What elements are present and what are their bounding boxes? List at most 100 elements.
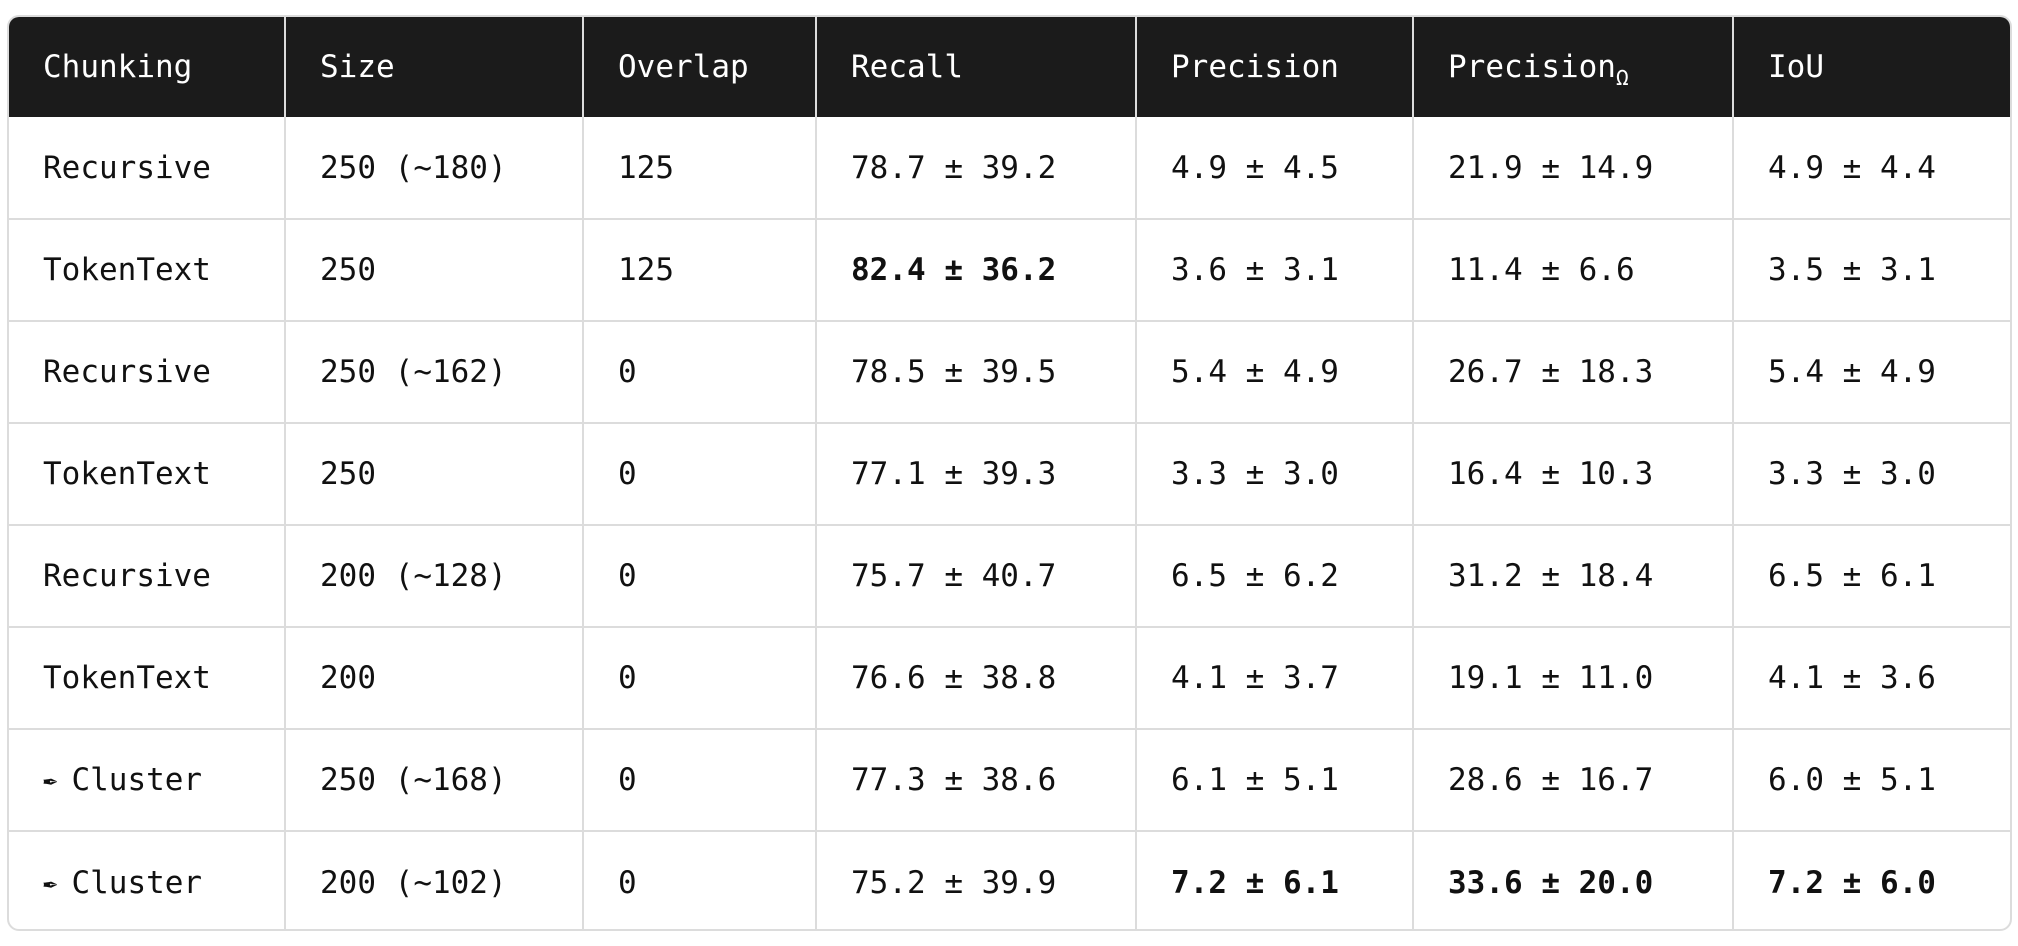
cell-recall-text: 75.7 ± 40.7 xyxy=(851,558,1057,594)
cell-precision-omega: 31.2 ± 18.4 xyxy=(1413,524,1734,627)
cell-size: 250 (~180) xyxy=(285,117,584,219)
cell-recall-text: 82.4 ± 36.2 xyxy=(851,252,1057,288)
table-row: TokenText 250 0 77.1 ± 39.3 3.3 ± 3.0 16.4 ± … xyxy=(9,422,2010,525)
header-chunking: Chunking xyxy=(9,17,286,117)
cell-precision-omega-text: 21.9 ± 14.9 xyxy=(1448,149,1654,186)
cell-chunking-text: TokenText xyxy=(43,456,211,492)
cell-chunking-text: TokenText xyxy=(43,252,211,288)
cell-overlap: 0 xyxy=(583,320,817,423)
cell-precision: 4.9 ± 4.5 xyxy=(1136,117,1414,219)
cell-chunking: Recursive xyxy=(9,320,286,423)
cell-overlap-text: 0 xyxy=(618,354,637,390)
cell-precision-text: 5.4 ± 4.9 xyxy=(1171,354,1339,390)
cell-precision: 3.3 ± 3.0 xyxy=(1136,422,1414,525)
cell-overlap-text: 0 xyxy=(618,456,637,492)
cell-chunking-text: Recursive xyxy=(43,354,211,390)
cell-size: 250 xyxy=(285,422,584,525)
cell-chunking-text: Cluster xyxy=(71,762,203,798)
cell-precision-omega: 33.6 ± 20.0 xyxy=(1413,830,1734,929)
cell-recall-text: 75.2 ± 39.9 xyxy=(851,864,1057,901)
cell-iou-text: 3.3 ± 3.0 xyxy=(1768,456,1936,492)
cell-overlap-text: 0 xyxy=(618,864,637,901)
cell-precision-omega: 21.9 ± 14.9 xyxy=(1413,117,1734,219)
cell-size-text: 250 xyxy=(320,252,376,288)
results-table-container: Chunking Size Overlap Recall Precision P… xyxy=(7,15,2012,931)
cell-precision: 4.1 ± 3.7 xyxy=(1136,626,1414,729)
header-precision-omega: PrecisionΩ xyxy=(1413,17,1734,117)
cell-recall: 78.7 ± 39.2 xyxy=(816,117,1137,219)
cell-precision-omega-text: 26.7 ± 18.3 xyxy=(1448,354,1654,390)
cell-precision: 7.2 ± 6.1 xyxy=(1136,830,1414,929)
cell-chunking: Recursive xyxy=(9,117,286,219)
cell-iou: 3.5 ± 3.1 xyxy=(1733,218,2010,321)
omega-subscript: Ω xyxy=(1615,66,1629,90)
cell-iou: 7.2 ± 6.0 xyxy=(1733,830,2010,929)
cell-size-text: 250 (~168) xyxy=(320,762,507,798)
cell-size-text: 250 (~180) xyxy=(320,149,507,186)
cell-iou-text: 4.9 ± 4.4 xyxy=(1768,149,1936,186)
cell-precision-omega: 16.4 ± 10.3 xyxy=(1413,422,1734,525)
cell-size-text: 250 (~162) xyxy=(320,354,507,390)
cell-recall-text: 77.1 ± 39.3 xyxy=(851,456,1057,492)
cell-precision-text: 3.3 ± 3.0 xyxy=(1171,456,1339,492)
cell-overlap-text: 0 xyxy=(618,660,637,696)
cell-overlap: 0 xyxy=(583,626,817,729)
cell-chunking: Recursive xyxy=(9,524,286,627)
cell-size-text: 200 xyxy=(320,660,376,696)
cell-recall-text: 77.3 ± 38.6 xyxy=(851,762,1057,798)
cell-size: 200 xyxy=(285,626,584,729)
table-body: Recursive 250 (~180) 125 78.7 ± 39.2 4.9 ± 4… xyxy=(9,117,2010,929)
cell-recall: 78.5 ± 39.5 xyxy=(816,320,1137,423)
cell-size: 250 (~162) xyxy=(285,320,584,423)
cell-overlap: 125 xyxy=(583,117,817,219)
cell-overlap-text: 125 xyxy=(618,149,674,186)
cell-precision-omega-text: 11.4 ± 6.6 xyxy=(1448,252,1635,288)
cell-iou-text: 6.5 ± 6.1 xyxy=(1768,558,1936,594)
cell-precision-omega-text: 33.6 ± 20.0 xyxy=(1448,864,1654,901)
cell-overlap-text: 0 xyxy=(618,558,637,594)
cell-size-text: 200 (~128) xyxy=(320,558,507,594)
cell-size-text: 250 xyxy=(320,456,376,492)
cell-chunking-text: TokenText xyxy=(43,660,211,696)
cell-precision: 6.5 ± 6.2 xyxy=(1136,524,1414,627)
cell-precision-omega-text: 16.4 ± 10.3 xyxy=(1448,456,1654,492)
cell-recall: 76.6 ± 38.8 xyxy=(816,626,1137,729)
cell-chunking: ✒ Cluster xyxy=(9,728,286,831)
table-row: TokenText 200 0 76.6 ± 38.8 4.1 ± 3.7 19.1 ± … xyxy=(9,626,2010,729)
cell-size-text: 200 (~102) xyxy=(320,864,507,901)
header-size: Size xyxy=(285,17,584,117)
cell-size: 200 (~102) xyxy=(285,830,584,929)
table-row: ✒ Cluster 250 (~168) 0 77.3 ± 38.6 6.1 ± 5.1 2… xyxy=(9,728,2010,831)
cell-precision-omega-text: 19.1 ± 11.0 xyxy=(1448,660,1654,696)
cell-iou-text: 6.0 ± 5.1 xyxy=(1768,762,1936,798)
header-row: Chunking Size Overlap Recall Precision P… xyxy=(9,17,2010,117)
cell-recall-text: 78.5 ± 39.5 xyxy=(851,354,1057,390)
cell-overlap: 0 xyxy=(583,830,817,929)
cell-iou-text: 7.2 ± 6.0 xyxy=(1768,864,1936,901)
cell-precision-text: 6.5 ± 6.2 xyxy=(1171,558,1339,594)
cell-precision-omega: 28.6 ± 16.7 xyxy=(1413,728,1734,831)
cell-recall: 75.2 ± 39.9 xyxy=(816,830,1137,929)
cell-size: 200 (~128) xyxy=(285,524,584,627)
cell-precision-omega-text: 28.6 ± 16.7 xyxy=(1448,762,1654,798)
cell-precision-omega: 19.1 ± 11.0 xyxy=(1413,626,1734,729)
cell-overlap: 0 xyxy=(583,422,817,525)
cell-iou: 6.5 ± 6.1 xyxy=(1733,524,2010,627)
cell-precision: 6.1 ± 5.1 xyxy=(1136,728,1414,831)
cell-iou: 3.3 ± 3.0 xyxy=(1733,422,2010,525)
pen-nib-icon: ✒ xyxy=(43,868,58,897)
cell-precision-omega: 26.7 ± 18.3 xyxy=(1413,320,1734,423)
cell-chunking: ✒ Cluster xyxy=(9,830,286,929)
cell-overlap: 0 xyxy=(583,524,817,627)
cell-recall: 75.7 ± 40.7 xyxy=(816,524,1137,627)
cell-precision-text: 6.1 ± 5.1 xyxy=(1171,762,1339,798)
cell-precision-text: 4.9 ± 4.5 xyxy=(1171,149,1339,186)
table-row: Recursive 200 (~128) 0 75.7 ± 40.7 6.5 ± 6.2… xyxy=(9,524,2010,627)
cell-recall: 77.3 ± 38.6 xyxy=(816,728,1137,831)
cell-precision-omega: 11.4 ± 6.6 xyxy=(1413,218,1734,321)
cell-chunking: TokenText xyxy=(9,218,286,321)
cell-chunking: TokenText xyxy=(9,626,286,729)
header-recall: Recall xyxy=(816,17,1137,117)
cell-overlap: 0 xyxy=(583,728,817,831)
cell-recall: 82.4 ± 36.2 xyxy=(816,218,1137,321)
